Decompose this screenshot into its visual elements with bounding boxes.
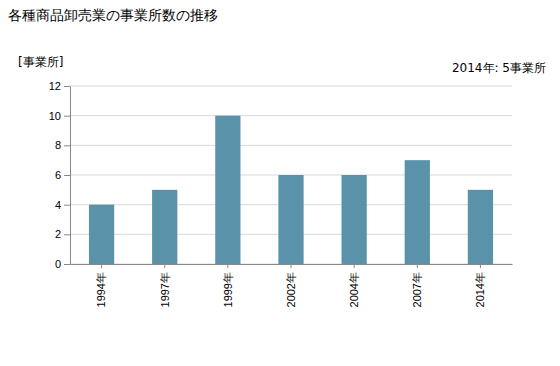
y-tick-mark (64, 264, 70, 265)
y-tick-mark (64, 234, 70, 235)
bar (468, 190, 493, 264)
x-tick-mark (164, 264, 165, 268)
annotation: 2014年: 5事業所 (452, 61, 546, 75)
y-tick-label: 2 (55, 228, 61, 240)
plot: 0 2 4 6 8 10 12 1994年 1997年 1999年 2002年 2004年 2007年 2… (49, 80, 513, 307)
y-tick-mark (64, 175, 70, 176)
x-tick-mark (354, 264, 355, 268)
y-tick: 0 (55, 258, 70, 270)
x-tick-label: 2002年 (285, 272, 297, 307)
bar (89, 205, 114, 264)
x-tick-mark (291, 264, 292, 268)
y-tick: 10 (49, 110, 70, 122)
x-tick-label: 1997年 (159, 272, 171, 307)
x-tick: 2014年 (474, 264, 486, 307)
x-tick: 2004年 (348, 264, 360, 307)
y-tick-mark (64, 145, 70, 146)
y-tick-mark (64, 116, 70, 117)
x-tick-mark (227, 264, 228, 268)
y-tick: 2 (55, 228, 70, 240)
bars (89, 116, 493, 264)
grid-line (70, 86, 512, 87)
y-tick-label: 4 (55, 199, 61, 211)
bar (215, 116, 240, 264)
bar (152, 190, 177, 264)
x-tick-mark (417, 264, 418, 268)
grid-line (70, 115, 512, 116)
x-tick: 1999年 (222, 264, 234, 307)
bar (342, 175, 367, 264)
x-tick-label: 1994年 (95, 272, 107, 307)
x-tick-label: 1999年 (222, 272, 234, 307)
chart: 各種商品卸売業の事業所数の推移 [事業所] 2014年: 5事業所 0 2 4 6 8 10 12… (0, 0, 560, 366)
x-tick-label: 2007年 (411, 272, 423, 307)
x-axis: 1994年 1997年 1999年 2002年 2004年 2007年 2014年 (71, 264, 513, 307)
y-axis: 0 2 4 6 8 10 12 (49, 80, 71, 270)
bar (278, 175, 303, 264)
y-tick-label: 12 (49, 80, 61, 92)
title: 各種商品卸売業の事業所数の推移 (8, 7, 218, 23)
x-tick: 1997年 (159, 264, 171, 307)
y-axis-line (70, 87, 71, 265)
y-tick: 12 (49, 80, 70, 92)
y-tick-mark (64, 86, 70, 87)
x-tick-label: 2014年 (474, 272, 486, 307)
y-tick: 4 (55, 199, 70, 211)
y-tick: 8 (55, 139, 70, 151)
x-tick: 1994年 (95, 264, 107, 307)
y-tick-mark (64, 205, 70, 206)
grid-line (70, 145, 512, 146)
y-tick-label: 6 (55, 169, 61, 181)
x-tick: 2007年 (411, 264, 423, 307)
x-tick-mark (480, 264, 481, 268)
y-tick-label: 8 (55, 139, 61, 151)
x-tick: 2002年 (285, 264, 297, 307)
bar (405, 160, 430, 264)
grid (70, 86, 512, 264)
y-axis-label: [事業所] (18, 55, 63, 69)
x-tick-mark (101, 264, 102, 268)
y-tick-label: 0 (55, 258, 61, 270)
x-tick-label: 2004年 (348, 272, 360, 307)
y-tick-label: 10 (49, 110, 61, 122)
y-tick: 6 (55, 169, 70, 181)
